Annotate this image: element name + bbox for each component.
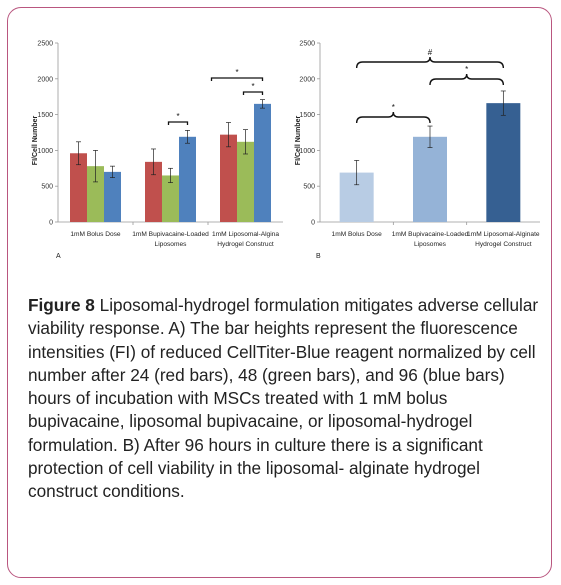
- bar-a: [70, 153, 87, 222]
- significance-bracket-a1: [167, 121, 189, 125]
- figure-frame: [7, 7, 552, 578]
- y-tick-label-a: 500: [41, 184, 53, 191]
- figure-label: Figure 8: [28, 295, 95, 315]
- chart-b: 0 500 1000 1500 2000 2500 FI/Cell Number 1mM Bo…: [295, 41, 540, 260]
- x-category-label-a: 1mM Bolus Dose: [70, 231, 121, 238]
- x-category-label-b: Liposomes: [414, 241, 447, 248]
- significance-bracket-a3-label: *: [251, 82, 254, 91]
- chart-a: 0 500 1000 1500 2000 2500 FI/Cell Number 1mM Bo…: [32, 41, 283, 260]
- y-tick-label-b: 1000: [299, 148, 315, 155]
- bar-a: [254, 103, 271, 222]
- figure-caption: Figure 8 Liposomal-hydrogel formulation …: [28, 294, 540, 504]
- bar-b: [413, 136, 447, 222]
- x-category-label-a: Liposomes: [155, 241, 188, 248]
- significance-bracket-a2-label: *: [235, 68, 238, 77]
- y-axis-label-b: FI/Cell Number: [295, 116, 302, 166]
- y-tick-label-b: 500: [303, 184, 315, 191]
- significance-bracket-b2: [355, 111, 431, 124]
- y-tick-label-a: 0: [49, 220, 53, 227]
- y-tick-label-b: 2000: [299, 76, 315, 83]
- significance-bracket-b3: [429, 73, 505, 86]
- x-category-label-b: 1mM Liposomal-Alginate: [467, 231, 540, 238]
- x-category-label-b: Hydrogel Construct: [475, 241, 532, 248]
- significance-bracket-a3: [242, 91, 264, 95]
- panel-label-a: A: [56, 253, 61, 260]
- significance-bracket-b1: [355, 56, 505, 69]
- bar-a: [104, 171, 121, 222]
- panel-label-b: B: [316, 253, 321, 260]
- significance-bracket-b1-label: #: [428, 48, 433, 57]
- y-tick-label-a: 1000: [37, 148, 53, 155]
- y-tick-label-b: 1500: [299, 112, 315, 119]
- y-tick-label-b: 2500: [299, 41, 315, 48]
- bar-a: [220, 134, 237, 222]
- y-tick-label-a: 1500: [37, 112, 53, 119]
- x-category-label-b: 1mM Bolus Dose: [332, 231, 383, 238]
- significance-bracket-b2-label: *: [392, 103, 395, 112]
- bar-a: [145, 161, 162, 222]
- y-tick-label-a: 2000: [37, 76, 53, 83]
- significance-bracket-a2: [210, 77, 264, 81]
- bar-a: [162, 175, 179, 222]
- significance-bracket-a1-label: *: [176, 112, 179, 121]
- bar-a: [237, 141, 254, 222]
- significance-bracket-b3-label: *: [465, 65, 468, 74]
- x-category-label-a: 1mM Bupivacaine-Loaded: [132, 231, 209, 238]
- x-category-label-a: Hydrogel Construct: [217, 241, 274, 248]
- bar-b: [486, 103, 521, 222]
- y-tick-label-a: 2500: [37, 41, 53, 48]
- x-category-label-a: 1mM Liposomal-Algina: [212, 231, 279, 238]
- bar-a: [179, 136, 196, 222]
- y-tick-label-b: 0: [311, 220, 315, 227]
- bar-a: [87, 166, 104, 222]
- caption-text: Liposomal-hydrogel formulation mitigates…: [28, 295, 539, 502]
- x-category-label-b: 1mM Bupivacaine-Loaded: [392, 231, 469, 238]
- y-axis-label-a: FI/Cell Number: [32, 116, 39, 166]
